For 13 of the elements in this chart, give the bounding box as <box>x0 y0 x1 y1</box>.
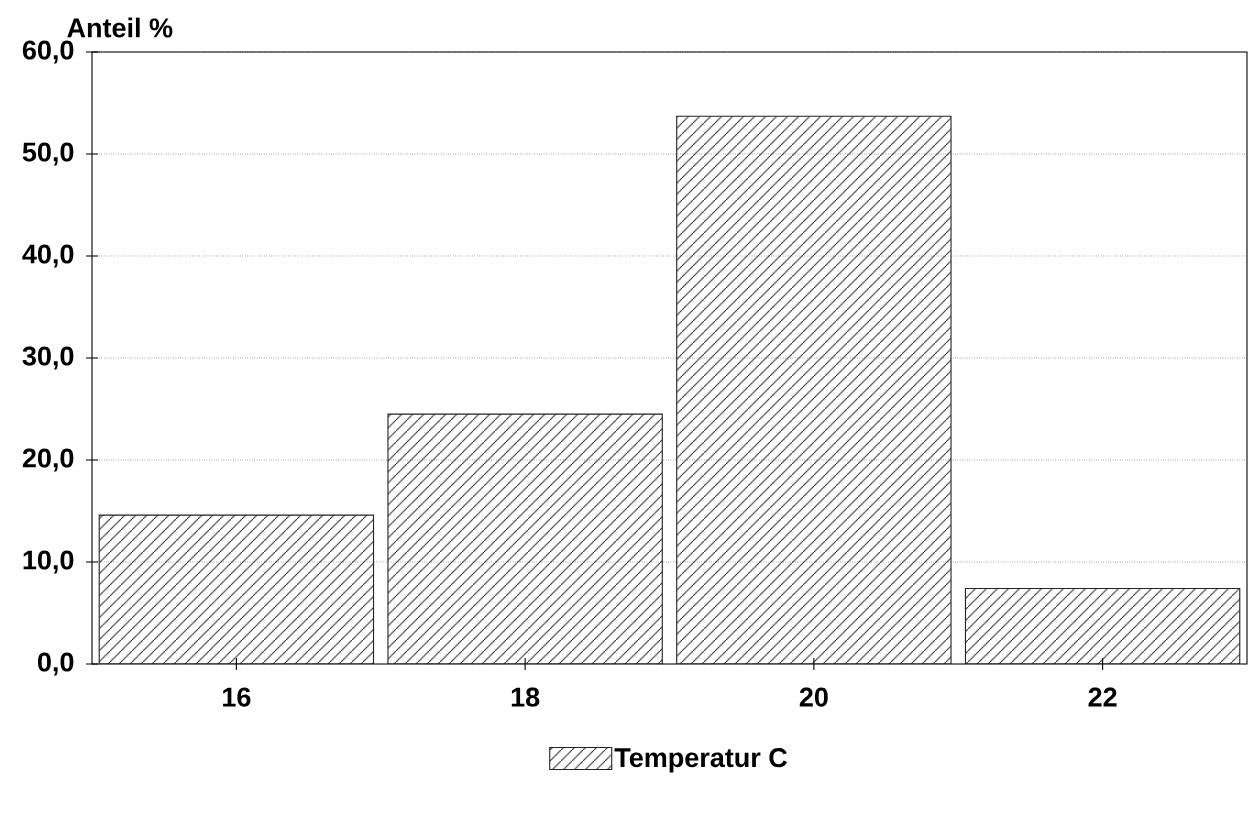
y-axis-title: Anteil % <box>67 17 173 38</box>
x-tick-label: 18 <box>511 687 540 707</box>
y-tick-label: 0,0 <box>37 652 74 676</box>
x-tick-label: 20 <box>799 687 828 707</box>
x-tick-label: 16 <box>223 687 251 707</box>
y-tick-label: 20,0 <box>22 448 74 472</box>
x-tick-label: 22 <box>1088 687 1117 707</box>
y-tick-label: 30,0 <box>22 346 74 370</box>
text: Temperatur C <box>614 748 788 773</box>
y-tick-label: 40,0 <box>22 244 74 268</box>
y-tick-label: 10,0 <box>23 550 74 574</box>
y-tick-label: 60,0 <box>22 40 74 64</box>
y-tick-label: 50,0 <box>22 142 74 166</box>
